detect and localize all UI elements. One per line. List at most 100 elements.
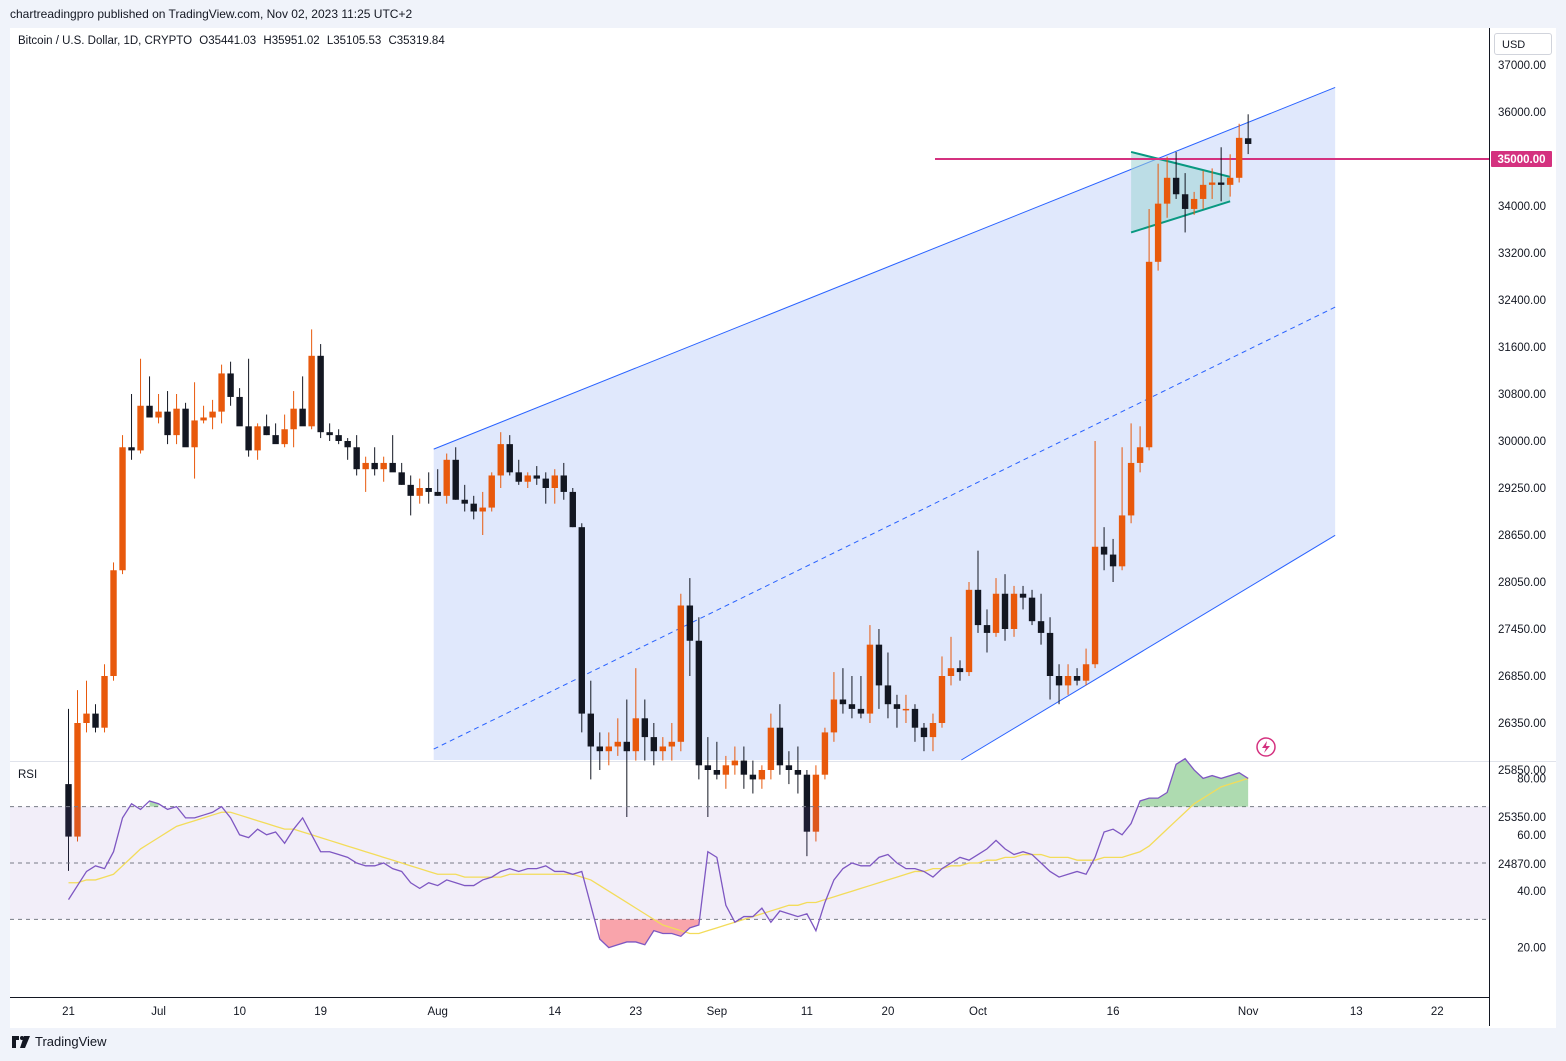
price-tick-label: 24870.00 [1498,859,1546,871]
price-tick-label: 25350.00 [1498,812,1546,824]
candle-body [884,685,892,705]
resistance-price-tag [1491,151,1552,167]
time-tick-label: 13 [1350,1006,1363,1018]
candle-body [173,408,180,436]
price-tick-label: 28650.00 [1498,530,1546,542]
candle-body [722,765,730,775]
rsi-tick-label: 60.00 [1517,830,1546,842]
rsi-ma-line [68,777,1249,935]
candle-body [974,589,982,626]
published-caption: chartreadingpro published on TradingView… [10,7,413,21]
rsi-tick-label: 20.00 [1517,943,1546,955]
candle-body [866,644,874,714]
candle-body [947,668,955,676]
time-tick-label: 23 [629,1006,642,1018]
candle-body [533,475,540,479]
price-tick-label: 34000.00 [1498,201,1546,213]
candle-body [182,408,189,448]
candle-body [551,475,558,488]
currency-button[interactable]: USD [1494,33,1552,55]
price-tick-label: 26850.00 [1498,671,1546,683]
price-tick-label: 25850.00 [1498,765,1546,777]
resistance-price-label: 35000.00 [1498,154,1546,166]
candle-body [641,718,649,738]
candle-body [929,723,937,738]
candle-body [488,475,495,508]
candle-body [785,765,793,770]
candle-body [650,737,658,752]
time-tick-label: 20 [882,1006,895,1018]
channel-lower-line [961,534,1336,761]
candle-body [578,527,585,714]
rsi-line [67,757,1249,949]
candle-body [254,426,261,451]
candle-body [614,741,622,747]
candle-body [758,770,766,780]
candle-body [803,774,811,832]
candle-body [911,708,919,728]
candle-body [1190,198,1198,209]
candle-body [794,770,802,775]
candle-body [848,704,856,709]
candle-body [290,408,297,430]
candle-body [1208,182,1216,185]
triangle-lower-line [1130,200,1231,234]
candle-body [416,488,423,496]
candle-body [497,444,504,476]
legend-high: H35951.02 [263,35,320,47]
candle-body [560,475,567,492]
triangle-upper-line [1130,150,1231,178]
candle-body [1010,593,1018,629]
candle-body [137,405,144,451]
candle-body [74,723,81,837]
candle-body [326,432,333,436]
price-tick-label: 36000.00 [1498,107,1546,119]
candle-body [119,447,126,571]
time-tick-label: Oct [969,1006,988,1018]
candle-body [902,708,910,711]
candle-body [218,373,225,412]
candle-body [704,765,712,770]
candle-body [1019,593,1027,598]
tradingview-logo-icon [12,1035,30,1048]
candles-group [65,114,1252,871]
symbol-title: Bitcoin / U.S. Dollar, 1D, CRYPTO [18,35,193,47]
candle-body [569,491,576,528]
tradingview-brand[interactable]: TradingView [12,1034,107,1049]
rsi-tick-label: 80.00 [1517,773,1546,785]
symbol-legend: Bitcoin / U.S. Dollar, 1D, CRYPTO O35441… [18,35,449,47]
candle-body [839,699,847,705]
candle-body [128,447,135,451]
candle-body [659,746,667,752]
candle-body [434,491,441,496]
candle-body [110,570,117,676]
time-tick-label: 16 [1107,1006,1120,1018]
candle-body [1091,546,1099,665]
time-tick-label: 14 [548,1006,561,1018]
lightning-bolt-icon [1262,741,1270,753]
candle-body [1199,184,1207,199]
candle-body [767,727,775,770]
candle-body [821,732,829,775]
candle-body [632,718,640,752]
time-tick-label: 11 [801,1006,813,1018]
time-tick-label: Sep [707,1006,727,1018]
candle-body [893,704,901,709]
candle-body [101,676,108,728]
candle-body [731,760,739,766]
price-tick-label: 32400.00 [1498,295,1546,307]
candle-body [1046,632,1054,676]
candle-body [371,462,378,470]
candle-body [470,503,477,512]
candle-body [1145,261,1153,448]
rsi-overbought-fill [149,800,159,807]
price-tick-label: 30800.00 [1498,389,1546,401]
candle-body [335,435,342,441]
candle-body [713,770,721,775]
candle-body [425,488,432,492]
candle-body [1136,447,1144,463]
legend-open: O35441.03 [199,35,257,47]
brand-label: TradingView [35,1034,107,1049]
candle-body [1217,182,1225,185]
